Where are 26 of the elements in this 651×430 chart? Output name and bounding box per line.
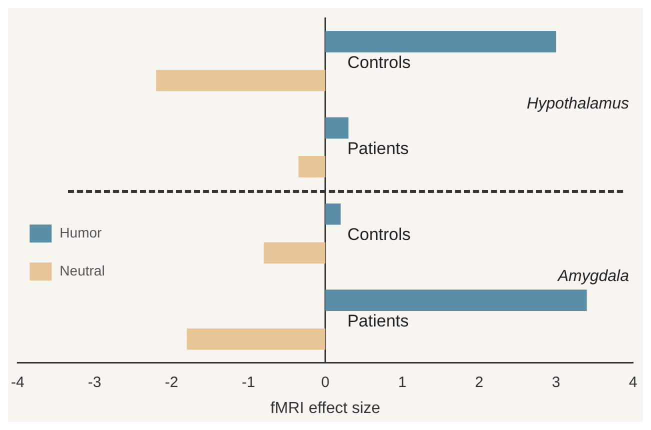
x-tick-label: -1 <box>242 374 256 391</box>
bar <box>325 31 556 52</box>
annotation: Hypothalamus <box>526 96 629 113</box>
bar <box>186 328 326 350</box>
legend-label: Humor <box>60 224 102 240</box>
x-tick-label: 1 <box>398 374 406 391</box>
y-tick-label: Patients <box>347 138 409 158</box>
x-tick-label: -3 <box>88 374 102 391</box>
bar <box>325 117 348 139</box>
x-tick-label: -2 <box>164 374 178 391</box>
bar <box>325 290 587 311</box>
x-tick-label: 2 <box>474 374 484 391</box>
y-tick-label: Patients <box>347 311 409 330</box>
bar <box>156 70 326 92</box>
x-tick-label: 3 <box>552 374 560 391</box>
x-tick-label: -4 <box>10 374 24 391</box>
y-tick-label: Controls <box>347 225 411 244</box>
x-tick-label: 0 <box>321 374 330 391</box>
annotation: Amygdala <box>556 268 630 286</box>
legend-label: Neutral <box>60 262 105 278</box>
bar <box>325 203 341 225</box>
x-tick-label: 4 <box>628 374 638 391</box>
bar <box>264 242 326 264</box>
x-axis-title: fMRI effect size <box>270 400 380 417</box>
y-tick-label: Controls <box>347 52 411 72</box>
bar <box>298 156 326 178</box>
